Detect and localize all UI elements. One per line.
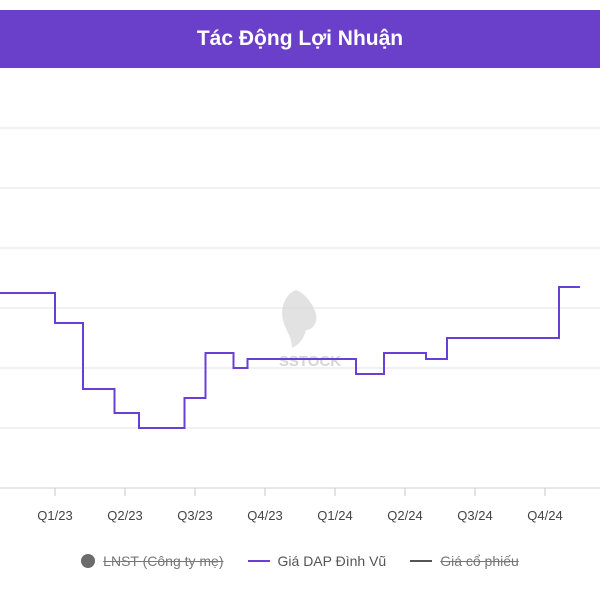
series-line-dap <box>0 278 580 429</box>
x-tick-label: Q2/24 <box>387 508 422 523</box>
x-tick-label: Q3/23 <box>177 508 212 523</box>
legend: LNST (Công ty mẹ) Giá DAP Đình Vũ Giá cổ… <box>0 546 600 576</box>
legend-label-lnst: LNST (Công ty mẹ) <box>103 553 224 569</box>
legend-line-icon <box>410 560 433 562</box>
legend-item-dap[interactable]: Giá DAP Đình Vũ <box>247 553 387 569</box>
chart-header: Tác Động Lợi Nhuận <box>0 10 600 68</box>
line-chart: SSTOCK 2Q1/23Q2/23Q3/23Q4/23Q1/24Q2/24Q3… <box>0 127 600 523</box>
x-tick-label: Q2/23 <box>107 508 142 523</box>
legend-item-stock-price[interactable]: Giá cổ phiếu <box>410 553 519 569</box>
legend-label-stock-price: Giá cổ phiếu <box>440 553 519 569</box>
watermark-logo: SSTOCK <box>279 290 341 370</box>
x-tick-label: Q3/24 <box>457 508 492 523</box>
horse-head-icon <box>282 290 317 348</box>
legend-item-lnst[interactable]: LNST (Công ty mẹ) <box>81 553 224 569</box>
series-group <box>0 278 580 429</box>
x-tick-label: Q1/23 <box>37 508 72 523</box>
chart-title: Tác Động Lợi Nhuận <box>196 27 404 50</box>
x-axis: 2Q1/23Q2/23Q3/23Q4/23Q1/24Q2/24Q3/24Q4/2… <box>37 488 563 523</box>
legend-label-dap: Giá DAP Đình Vũ <box>277 553 387 569</box>
x-tick-label: Q1/24 <box>317 508 352 523</box>
grid-lines <box>0 127 600 489</box>
x-tick-label: Q4/23 <box>247 508 282 523</box>
chart-area: SSTOCK 2Q1/23Q2/23Q3/23Q4/23Q1/24Q2/24Q3… <box>0 68 600 538</box>
legend-circle-icon <box>81 554 96 568</box>
x-tick-label: Q4/24 <box>527 508 562 523</box>
watermark-text: SSTOCK <box>279 353 341 370</box>
legend-line-icon <box>247 560 270 562</box>
